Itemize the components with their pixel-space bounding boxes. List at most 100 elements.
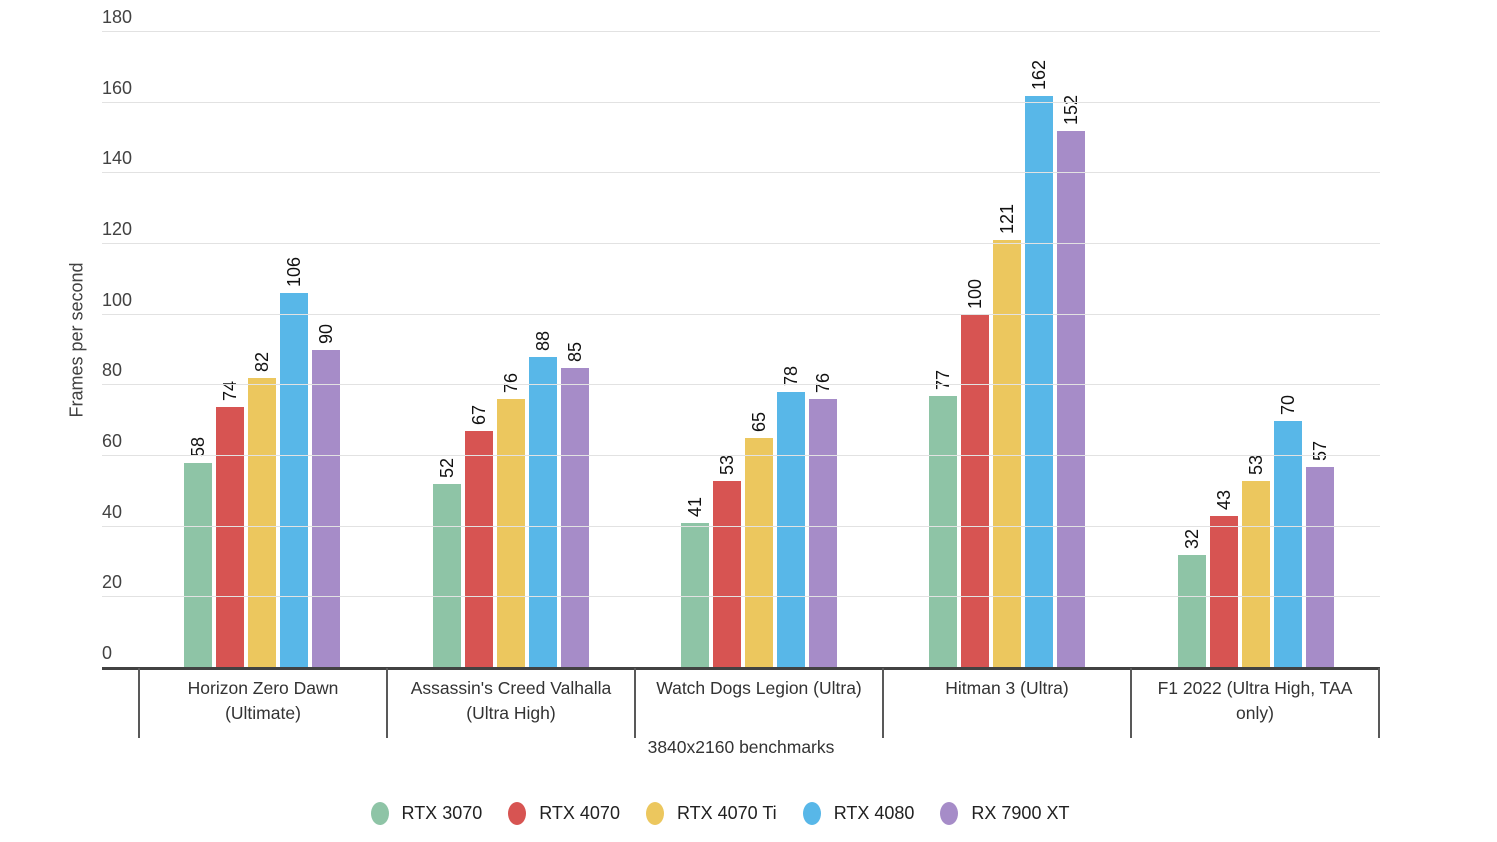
- bar-wrap: 32: [1177, 32, 1206, 668]
- y-tick-label: 20: [102, 572, 123, 593]
- bar: [1241, 480, 1270, 668]
- bar-wrap: 152: [1057, 32, 1086, 668]
- bar-wrap: 77: [929, 32, 958, 668]
- y-tick-label: 0: [102, 643, 113, 663]
- gridline: [102, 172, 1380, 174]
- bar: [681, 523, 710, 668]
- bar-value-label: 65: [749, 412, 770, 433]
- legend-item: RTX 4070 Ti: [645, 802, 777, 825]
- y-tick-label: 120: [102, 219, 133, 240]
- bar-value-label: 53: [1245, 454, 1266, 475]
- bar: [809, 399, 838, 668]
- bar: [1305, 466, 1334, 668]
- bar: [745, 438, 774, 668]
- bar: [961, 314, 990, 668]
- bar-value-label: 121: [997, 204, 1018, 235]
- gridline: [102, 596, 1380, 598]
- bar-value-label: 67: [468, 405, 489, 426]
- gridline: [102, 243, 1380, 244]
- bar-value-label: 57: [1309, 440, 1330, 461]
- bar-wrap: 121: [993, 32, 1022, 668]
- bar-groups: 5874821069052677688854153657876771001211…: [138, 32, 1380, 668]
- bar-wrap: 85: [560, 32, 589, 668]
- bar-value-label: 88: [532, 331, 553, 352]
- bar: [1177, 554, 1206, 668]
- legend: RTX 3070 RTX 4070 RTX 4070 Ti RTX 4080 RX 79…: [0, 802, 1440, 825]
- bar-value-label: 32: [1181, 528, 1202, 549]
- bar-group: 52 67 76 88 85: [386, 32, 634, 668]
- bar-group: 41 53 65 7876: [635, 32, 883, 668]
- legend-label: RTX 4070 Ti: [676, 803, 777, 823]
- legend-item: RTX 4080: [802, 802, 915, 825]
- y-tick-label: 60: [102, 431, 123, 452]
- bar-value-label: 152: [1061, 94, 1082, 125]
- bar-wrap: 65: [745, 32, 774, 668]
- legend-item: RTX 3070: [370, 802, 483, 825]
- bar: [1273, 420, 1302, 668]
- bar-wrap: 88: [528, 32, 557, 668]
- bar-value-label: 70: [1277, 394, 1298, 415]
- bar-wrap: 53: [1241, 32, 1270, 668]
- y-tick-label: 100: [102, 289, 133, 310]
- bar-wrap: 70: [1273, 32, 1302, 668]
- legend-marker: [370, 802, 389, 825]
- bar-value-label: 82: [252, 352, 273, 373]
- bar: [1209, 516, 1238, 668]
- bar: [777, 392, 806, 668]
- bar-wrap: 162: [1025, 32, 1054, 668]
- legend-item: RX 7900 XT: [940, 802, 1069, 825]
- bar: [560, 367, 589, 668]
- bar: [312, 350, 341, 668]
- bar-value-label: 41: [685, 497, 706, 518]
- bar-value-label: 43: [1213, 490, 1234, 511]
- x-axis-line: [102, 667, 1380, 670]
- y-tick-label: 160: [102, 77, 133, 98]
- gridline: [102, 525, 1380, 527]
- bar-value-label: 100: [965, 278, 986, 309]
- legend-marker: [645, 802, 664, 825]
- bar: [528, 357, 557, 668]
- bar-wrap: 52: [432, 32, 461, 668]
- gridline: [102, 313, 1380, 315]
- bar: [1057, 130, 1086, 668]
- y-tick-label: 40: [102, 501, 123, 522]
- gridline: [102, 455, 1380, 456]
- bar-group: 32 43 53 70 57: [1132, 32, 1380, 668]
- bar-group: 77 100 121 162 152: [883, 32, 1131, 668]
- bar-value-label: 52: [436, 458, 457, 479]
- bar: [713, 480, 742, 668]
- legend-label: RTX 3070: [401, 803, 483, 823]
- bar-wrap: 76: [496, 32, 525, 668]
- category-label: Assassin's Creed Valhalla (Ultra High): [386, 668, 634, 738]
- y-tick-label: 140: [102, 148, 133, 169]
- bar-wrap: 57: [1305, 32, 1334, 668]
- bar-group: 58 74 82 106 90: [138, 32, 386, 668]
- y-tick-label: 180: [102, 7, 133, 27]
- legend-marker: [940, 802, 959, 825]
- category-label: Horizon Zero Dawn (Ultimate): [138, 668, 386, 738]
- bar-wrap: 53: [713, 32, 742, 668]
- gridline: [102, 31, 1380, 32]
- bar: [1025, 95, 1054, 668]
- legend-label: RTX 4070: [539, 803, 620, 823]
- x-axis-categories: Horizon Zero Dawn (Ultimate) Assassin's C…: [138, 668, 1380, 738]
- bar-wrap: 90: [312, 32, 341, 668]
- gridline: [102, 101, 1380, 103]
- bar: [496, 399, 525, 668]
- bar-wrap: 41: [681, 32, 710, 668]
- bar-value-label: 85: [564, 341, 585, 362]
- y-axis-title: Frames per second: [66, 262, 87, 418]
- bar-value-label: 53: [717, 454, 738, 475]
- bar-wrap: 106: [280, 32, 309, 668]
- category-label: Watch Dogs Legion (Ultra): [634, 668, 882, 738]
- bar-value-label: 90: [316, 323, 337, 344]
- category-label: Hitman 3 (Ultra): [882, 668, 1130, 738]
- bar-wrap: 58: [184, 32, 213, 668]
- bar: [248, 378, 277, 668]
- gridline: [102, 384, 1380, 386]
- bar: [432, 484, 461, 668]
- bar: [464, 431, 493, 668]
- legend-label: RTX 4080: [833, 803, 915, 823]
- bar: [280, 293, 309, 668]
